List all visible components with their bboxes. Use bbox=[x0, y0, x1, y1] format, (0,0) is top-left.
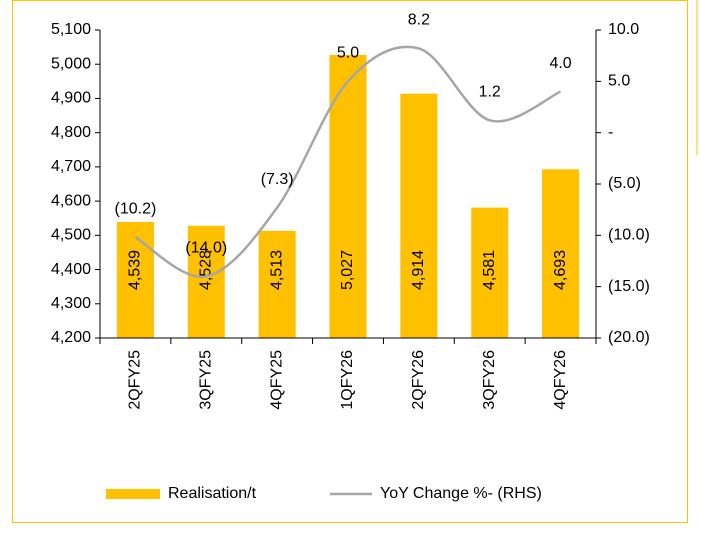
line-value-label: (14.0) bbox=[185, 240, 227, 257]
bar bbox=[471, 207, 509, 338]
bar-value-label: 4,539 bbox=[127, 250, 144, 290]
bar-value-label: 5,027 bbox=[339, 250, 356, 290]
y-tick-label: 5,100 bbox=[51, 21, 91, 38]
line-value-label: (10.2) bbox=[115, 201, 157, 218]
x-tick-label: 1QFY26 bbox=[339, 350, 356, 410]
bar-value-label: 4,513 bbox=[268, 250, 285, 290]
legend-label: Realisation/t bbox=[168, 485, 257, 502]
bar-value-label: 4,528 bbox=[198, 250, 215, 290]
y-tick-label: 4,400 bbox=[51, 261, 91, 278]
x-tick-label: 3QFY25 bbox=[198, 350, 215, 410]
y-tick-label: 4,500 bbox=[51, 227, 91, 244]
y2-tick-label: 10.0 bbox=[608, 21, 639, 38]
bar bbox=[116, 221, 154, 338]
y2-tick-label: (5.0) bbox=[608, 175, 641, 192]
chart-border bbox=[12, 0, 688, 523]
legend-swatch bbox=[106, 489, 160, 499]
bar bbox=[187, 225, 225, 338]
x-tick-label: 4QFY25 bbox=[268, 350, 285, 410]
y2-tick-label: (10.0) bbox=[608, 227, 650, 244]
y2-tick-label: (15.0) bbox=[608, 278, 650, 295]
bar bbox=[542, 169, 580, 338]
y-tick-label: 4,200 bbox=[51, 329, 91, 346]
bar bbox=[400, 93, 438, 338]
bar bbox=[329, 54, 367, 338]
x-tick-label: 2QFY26 bbox=[410, 350, 427, 410]
x-tick-label: 2QFY25 bbox=[127, 350, 144, 410]
x-tick-label: 4QFY26 bbox=[552, 350, 569, 410]
y2-tick-label: 5.0 bbox=[608, 73, 630, 90]
line-value-label: 8.2 bbox=[408, 12, 430, 29]
line-value-label: (7.3) bbox=[261, 171, 294, 188]
y-tick-label: 4,700 bbox=[51, 158, 91, 175]
x-tick-label: 3QFY26 bbox=[481, 350, 498, 410]
bar bbox=[258, 230, 296, 338]
line-value-label: 1.2 bbox=[479, 84, 501, 101]
y-tick-label: 4,600 bbox=[51, 192, 91, 209]
y-tick-label: 5,000 bbox=[51, 55, 91, 72]
bar-value-label: 4,914 bbox=[410, 250, 427, 290]
bar-value-label: 4,693 bbox=[552, 250, 569, 290]
y-tick-label: 4,900 bbox=[51, 90, 91, 107]
y2-tick-label: - bbox=[608, 124, 613, 141]
y-tick-label: 4,800 bbox=[51, 124, 91, 141]
bar-value-label: 4,581 bbox=[481, 250, 498, 290]
line bbox=[134, 45, 562, 278]
line-value-label: 5.0 bbox=[337, 45, 359, 62]
legend-label: YoY Change %- (RHS) bbox=[380, 485, 542, 502]
y2-tick-label: (20.0) bbox=[608, 329, 650, 346]
line-value-label: 4.0 bbox=[549, 55, 571, 72]
y-tick-label: 4,300 bbox=[51, 295, 91, 312]
